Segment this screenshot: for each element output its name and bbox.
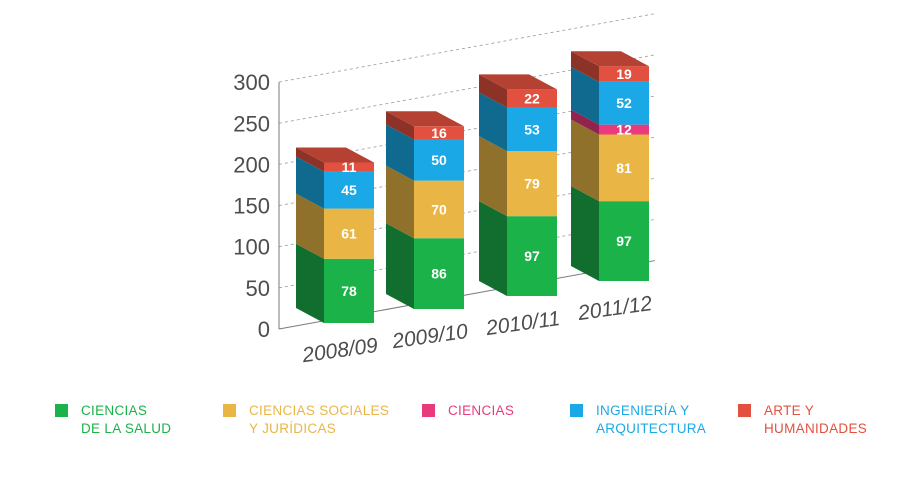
bar-segment-side	[296, 193, 324, 259]
bar-segment-side	[479, 201, 507, 296]
bar-value-label: 97	[616, 233, 632, 249]
bar-segment	[414, 238, 464, 309]
bar-segment-side	[386, 124, 414, 181]
legend-swatch	[55, 404, 68, 417]
bar-segment	[599, 81, 649, 125]
y-tick-label: 100	[233, 235, 270, 260]
bar-value-label: 61	[341, 226, 357, 242]
bar-segment	[324, 162, 374, 172]
bar-segment-side	[571, 66, 599, 125]
bar-top-face	[296, 147, 374, 163]
bar-segment	[324, 171, 374, 209]
bar-segment-side	[571, 51, 599, 82]
legend: CIENCIAS DE LA SALUD CIENCIAS SOCIALES Y …	[0, 402, 919, 462]
y-tick-label: 0	[258, 317, 270, 342]
x-category-label: 2009/10	[390, 320, 470, 354]
legend-item: CIENCIAS DE LA SALUD	[55, 402, 171, 438]
bar-stack	[571, 51, 649, 281]
bar-segment-side	[479, 92, 507, 152]
bar-segment-side	[479, 136, 507, 217]
legend-label: CIENCIAS DE LA SALUD	[81, 403, 172, 436]
bar-segment	[599, 201, 649, 281]
legend-swatch	[738, 404, 751, 417]
grid-line	[278, 13, 656, 83]
y-tick-label: 250	[233, 111, 270, 136]
bar-segment	[414, 126, 464, 140]
bar-segment	[414, 180, 464, 239]
bar-segment	[507, 151, 557, 217]
legend-label: ARTE Y HUMANIDADES	[764, 403, 868, 436]
legend-swatch	[570, 404, 583, 417]
y-tick-label: 200	[233, 152, 270, 177]
legend-label: CIENCIAS SOCIALES Y JURÍDICAS	[249, 403, 390, 436]
bar-value-label: 86	[431, 266, 447, 282]
bar-value-label: 78	[341, 283, 357, 299]
bar-value-label: 52	[616, 95, 632, 111]
bar-value-label: 45	[341, 182, 357, 198]
bar-segment	[599, 66, 649, 82]
bar-segment-side	[386, 111, 414, 140]
x-category-label: 2011/12	[576, 292, 654, 325]
x-category-label: 2010/11	[484, 307, 562, 340]
bar-segment-side	[296, 243, 324, 323]
bar-segment	[414, 139, 464, 181]
bar-segment	[507, 216, 557, 296]
stacked-bar-chart: 0 50 100 150 200 250 300 78 61 45 11 2008/09 86 70 50…	[233, 13, 656, 368]
bar-stack	[296, 147, 374, 323]
y-tick-label: 50	[246, 276, 270, 301]
legend-item: ARTE Y HUMANIDADES	[738, 402, 867, 438]
bar-segment-side	[479, 74, 507, 108]
bar-stack	[386, 111, 464, 309]
bar-segment	[599, 134, 649, 202]
bar-value-label: 97	[524, 248, 540, 264]
bar-segment-side	[386, 223, 414, 309]
legend-label: CIENCIAS	[448, 403, 515, 418]
bars	[296, 51, 649, 323]
bar-segment	[324, 258, 374, 323]
legend-label: INGENIERÍA Y ARQUITECTURA	[596, 403, 707, 436]
bar-segment	[507, 89, 557, 108]
bar-value-label: 70	[431, 201, 447, 217]
bar-stack	[479, 74, 557, 296]
bar-segment-side	[296, 147, 324, 172]
bar-segment-side	[571, 109, 599, 135]
bar-segment-side	[386, 165, 414, 239]
bar-segment-side	[571, 119, 599, 202]
bar-value-label: 12	[616, 122, 632, 138]
bar-value-label: 79	[524, 176, 540, 192]
bar-segment-side	[296, 156, 324, 209]
bar-segment-side	[571, 186, 599, 281]
bar-value-label: 11	[342, 159, 357, 175]
bar-top-face	[386, 111, 464, 127]
y-tick-label: 300	[233, 70, 270, 95]
bar-value-label: 50	[431, 152, 447, 168]
legend-item: INGENIERÍA Y ARQUITECTURA	[570, 402, 706, 438]
x-category-label: 2008/09	[300, 334, 380, 368]
bar-value-label: 81	[616, 160, 632, 176]
bar-value-label: 19	[616, 66, 632, 82]
legend-swatch	[223, 404, 236, 417]
bar-value-label: 53	[524, 121, 540, 137]
bar-segment	[507, 107, 557, 152]
legend-item: CIENCIAS	[422, 402, 514, 420]
bar-segment	[599, 124, 649, 135]
bar-value-label: 16	[431, 125, 447, 141]
legend-swatch	[422, 404, 435, 417]
bar-segment	[324, 208, 374, 259]
bar-value-label: 22	[524, 90, 540, 106]
legend-item: CIENCIAS SOCIALES Y JURÍDICAS	[223, 402, 389, 438]
bar-top-face	[479, 74, 557, 90]
bar-top-face	[571, 51, 649, 67]
y-tick-label: 150	[233, 194, 270, 219]
